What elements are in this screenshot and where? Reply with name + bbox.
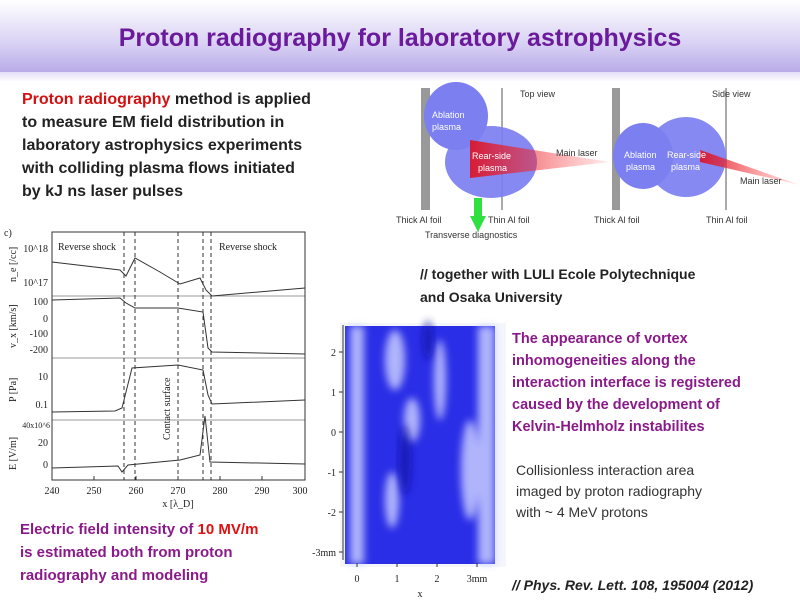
x-tick-label: 280 xyxy=(213,486,228,497)
annotation: Contact surface xyxy=(162,377,173,440)
collisionless-line: Collisionless interaction area xyxy=(516,462,694,478)
vortex-line: caused by the development of xyxy=(512,397,720,413)
efield-line: is estimated both from proton xyxy=(20,544,233,561)
intro-line: by kJ ns laser pulses xyxy=(22,183,183,200)
efield-lead: Electric field intensity of xyxy=(20,521,198,538)
intro-line: method is applied xyxy=(170,91,310,108)
laser-label: Main laser xyxy=(556,148,598,158)
y-tick-label: 10 xyxy=(38,372,48,383)
x-axis-label: x [λ_D] xyxy=(162,499,193,510)
x-axis-label: x xyxy=(418,589,423,600)
collaboration-line: // together with LULI Ecole Polytechniqu… xyxy=(420,266,696,282)
title: Proton radiography for laboratory astrop… xyxy=(119,24,682,52)
efield-highlight: 10 MV/m xyxy=(198,521,259,538)
y-axis-label: n_e [/cc] xyxy=(8,247,19,282)
y-ticks: 10^18 10^17 100 0 -100 -200 10 0.1 40x10… xyxy=(22,244,50,471)
y-tick-label: 0.1 xyxy=(36,400,49,411)
intro-line: with colliding plasma flows initiated xyxy=(21,160,295,177)
y-tick-label: 1 xyxy=(331,388,336,399)
y-tick-label: -100 xyxy=(30,329,48,340)
ablation-label: plasma xyxy=(432,122,461,132)
header-bar xyxy=(0,0,800,72)
collisionless-line: imaged by proton radiography xyxy=(516,483,702,499)
simulation-plot xyxy=(51,231,306,481)
rear-label: plasma xyxy=(671,162,700,172)
annotation: Reverse shock xyxy=(58,242,116,253)
x-tick-label: 290 xyxy=(255,486,270,497)
panel-label: c) xyxy=(4,228,12,239)
efield-line: Electric field intensity of 10 MV/m xyxy=(20,521,258,538)
y-tick-label: -200 xyxy=(30,345,48,356)
rear-label: Rear-side xyxy=(667,150,706,160)
y-axis-label: P [Pa] xyxy=(8,378,19,402)
y-tick-label: -1 xyxy=(328,468,336,479)
reference: // Phys. Rev. Lett. 108, 195004 (2012) xyxy=(511,577,754,593)
x-tick-label: 3mm xyxy=(467,574,488,585)
radiograph-y-ticks: 2 1 0 -1 -2 -3mm xyxy=(312,348,336,559)
x-tick-label: 0 xyxy=(355,574,360,585)
x-tick-label: 250 xyxy=(87,486,102,497)
setup-diagram xyxy=(421,82,800,232)
vortex-line: Kelvin-Helmholz instabilites xyxy=(512,419,705,435)
collisionless-text: Collisionless interaction area imaged by… xyxy=(515,462,702,520)
foil-label: Thin Al foil xyxy=(706,215,748,225)
y-axis-label: E [V/m] xyxy=(8,437,19,470)
y-tick-label: 100 xyxy=(33,297,48,308)
vortex-line: interaction interface is registered xyxy=(512,375,741,391)
vortex-line: inhomogeneities along the xyxy=(512,353,696,369)
header-band xyxy=(0,72,800,82)
foil-label: Thick Al foil xyxy=(594,215,640,225)
ablation-label: plasma xyxy=(626,162,655,172)
annotation: Reverse shock xyxy=(219,242,277,253)
y-tick-label: 10^17 xyxy=(23,278,48,289)
intro-text: Proton radiography method is applied to … xyxy=(0,0,333,200)
y-tick-label: 0 xyxy=(331,428,336,439)
ablation-label: Ablation xyxy=(432,110,465,120)
y-tick-label: 2 xyxy=(331,348,336,359)
y-tick-label: 20 xyxy=(38,438,48,449)
radiograph xyxy=(339,320,506,567)
efield-text: Electric field intensity of 10 MV/m is e… xyxy=(20,521,258,584)
efield-line: radiography and modeling xyxy=(20,567,208,584)
rear-label: Rear-side xyxy=(472,151,511,161)
x-tick-label: 1 xyxy=(395,574,400,585)
top-view-label: Top view xyxy=(520,89,556,99)
foil-label: Thick Al foil xyxy=(396,215,442,225)
y-tick-label: -2 xyxy=(328,508,336,519)
collisionless-line: with ~ 4 MeV protons xyxy=(515,504,648,520)
x-ticks: 240 250 260 270 280 290 300 x [λ_D] xyxy=(45,486,308,510)
y-tick-label: 0 xyxy=(43,460,48,471)
y-tick-label: 0 xyxy=(43,314,48,325)
y-tick-label: 40x10^6 xyxy=(22,421,50,430)
collaboration-line: and Osaka University xyxy=(420,289,563,305)
radiograph-x-ticks: 0 1 2 3mm x xyxy=(355,574,488,600)
intro-line: laboratory astrophysics experiments xyxy=(22,137,302,154)
rear-label: plasma xyxy=(478,163,507,173)
side-view-label: Side view xyxy=(712,89,751,99)
x-tick-label: 2 xyxy=(435,574,440,585)
x-tick-label: 300 xyxy=(293,486,308,497)
y-tick-label: -3mm xyxy=(312,548,336,559)
ablation-label: Ablation xyxy=(624,150,657,160)
y-axis-label: v_x [km/s] xyxy=(8,304,19,348)
x-tick-label: 260 xyxy=(129,486,144,497)
intro-line: to measure EM field distribution in xyxy=(22,114,284,131)
laser-label: Main laser xyxy=(740,176,782,186)
intro-highlight: Proton radiography xyxy=(22,91,171,108)
x-tick-label: 270 xyxy=(171,486,186,497)
diagnostics-label: Transverse diagnostics xyxy=(425,230,518,240)
foil-label: Thin Al foil xyxy=(488,215,530,225)
x-tick-label: 240 xyxy=(45,486,60,497)
y-tick-label: 10^18 xyxy=(23,244,48,255)
vortex-text: The appearance of vortex inhomogeneities… xyxy=(512,331,741,435)
vortex-line: The appearance of vortex xyxy=(512,331,688,347)
